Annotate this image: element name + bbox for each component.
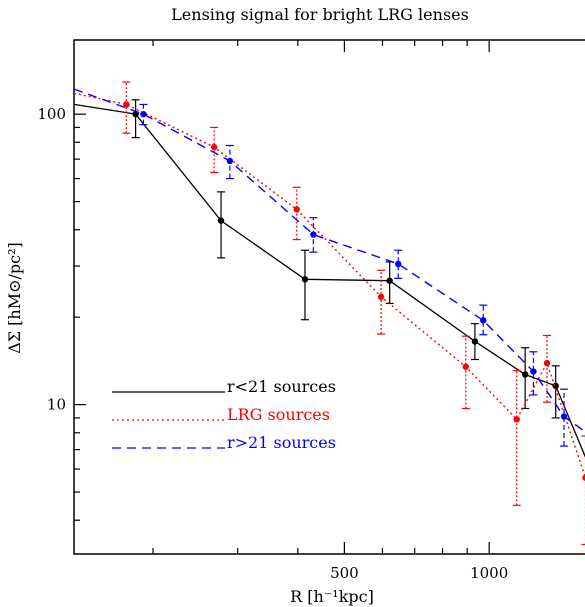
data-point (217, 217, 225, 224)
data-point (471, 338, 479, 345)
series-line (73, 103, 585, 458)
data-point (377, 293, 385, 301)
series-layer (73, 81, 585, 546)
series-line (73, 88, 585, 433)
legend-label: LRG sources (227, 405, 330, 424)
series-2 (73, 88, 585, 447)
data-point (513, 416, 520, 423)
plot-frame (73, 39, 585, 555)
legend-label: r<21 sources (227, 377, 336, 396)
x-tick-label: 1000 (470, 564, 508, 582)
data-point (226, 157, 234, 165)
y-tick-labels: 10 100 (37, 105, 66, 413)
x-tick-label: 500 (330, 564, 359, 582)
data-point (386, 277, 393, 284)
data-point (560, 413, 568, 420)
legend: r<21 sources LRG sources r>21 sources (112, 377, 336, 452)
data-point (310, 231, 317, 238)
y-tick-label: 100 (37, 105, 66, 123)
series-line (73, 92, 585, 479)
data-point (552, 382, 559, 390)
y-tick-label: 10 (47, 396, 66, 414)
data-point (301, 276, 309, 283)
legend-label: r>21 sources (227, 433, 336, 452)
chart-title: Lensing signal for bright LRG lenses (171, 5, 469, 24)
data-point (123, 101, 130, 108)
y-axis-label: ΔΣ [hM⊙/pc²] (5, 242, 24, 354)
x-axis-label: R [h⁻¹kpc] (290, 587, 374, 606)
x-tick-labels: 500 1000 (330, 564, 508, 582)
data-point (582, 474, 585, 481)
data-point (140, 110, 147, 118)
data-point (293, 206, 300, 213)
data-point (521, 371, 529, 378)
data-point (543, 359, 551, 367)
data-point (462, 363, 469, 370)
data-point (210, 143, 218, 151)
axis-ticks (74, 40, 490, 554)
data-point (395, 260, 402, 268)
data-point (480, 317, 487, 324)
data-point (530, 368, 537, 375)
series-1 (73, 81, 585, 546)
series-0 (73, 99, 585, 458)
